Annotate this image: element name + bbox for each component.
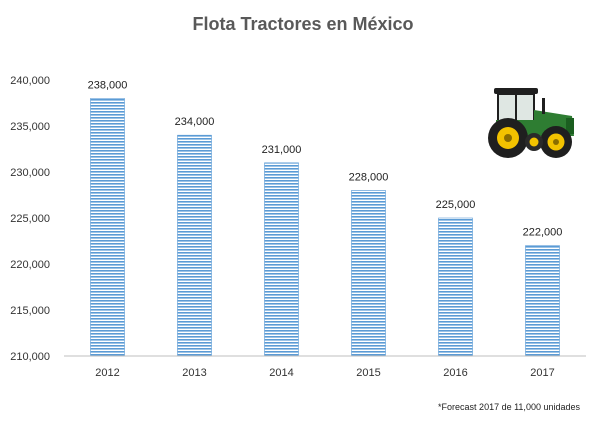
y-tick-label: 220,000 [10, 259, 50, 271]
data-label: 228,000 [349, 171, 389, 183]
y-tick-label: 225,000 [10, 213, 50, 225]
data-label: 234,000 [175, 116, 215, 128]
bar-2017 [525, 245, 560, 357]
y-tick-label: 215,000 [10, 305, 50, 317]
x-tick-label: 2012 [95, 367, 119, 379]
bar-2013 [177, 134, 212, 357]
data-label: 231,000 [262, 144, 302, 156]
x-axis: 2012 2013 2014 2015 2016 2017 [64, 355, 586, 379]
x-tick-label: 2013 [182, 367, 206, 379]
bar-2015 [351, 190, 386, 357]
x-tick-label: 2014 [269, 367, 293, 379]
x-tick-label: 2015 [356, 367, 380, 379]
bar-2012 [90, 98, 125, 357]
y-tick-label: 230,000 [10, 167, 50, 179]
data-label: 222,000 [523, 227, 563, 239]
tractor-icon [488, 88, 574, 158]
bar-2014 [264, 162, 299, 357]
bar-2016 [438, 217, 473, 357]
tractor-roof [494, 88, 538, 94]
data-label: 238,000 [88, 79, 128, 91]
x-tick-label: 2017 [530, 367, 554, 379]
chart-title: Flota Tractores en México [192, 14, 413, 34]
footnote: *Forecast 2017 de 11,000 unidades [438, 402, 580, 412]
bars: 238,000 234,000 231,000 228,000 225,000 222,0… [88, 79, 563, 357]
data-label: 225,000 [436, 199, 476, 211]
x-tick-label: 2016 [443, 367, 467, 379]
y-axis: 210,000 215,000 220,000 225,000 230,000 235,0… [10, 75, 50, 363]
y-tick-label: 210,000 [10, 351, 50, 363]
y-tick-label: 235,000 [10, 121, 50, 133]
y-tick-label: 240,000 [10, 75, 50, 87]
